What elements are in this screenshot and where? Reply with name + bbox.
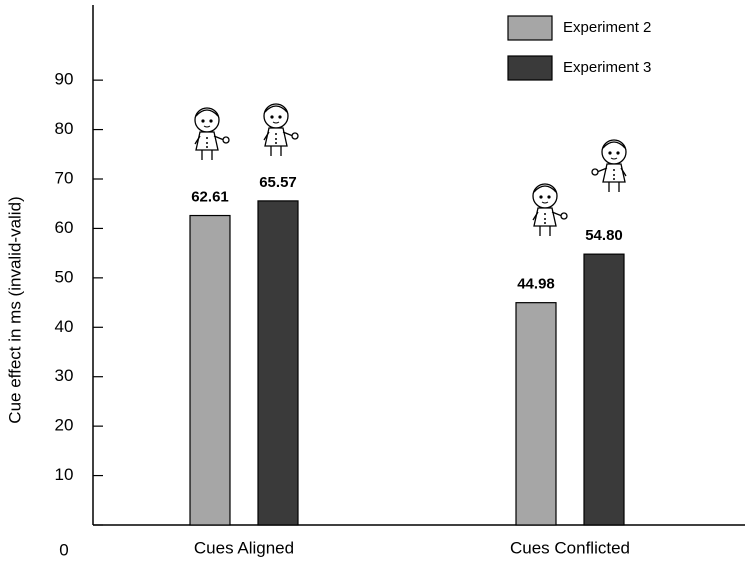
bar [189,214,231,526]
y-tick-label: 40 [55,317,74,336]
bar [583,253,625,526]
legend-swatch [507,55,553,81]
value-label: 44.98 [517,276,555,293]
bar [515,302,557,526]
value-label: 65.57 [259,174,297,191]
value-label: 62.61 [191,188,229,205]
x-tick-label: Cues Conflicted [510,538,630,557]
y-tick-label: 30 [55,366,74,385]
y-tick-label: 90 [55,70,74,89]
y-tick-label: 50 [55,267,74,286]
y-tick-label: 0 [59,540,68,559]
y-tick-label: 60 [55,218,74,237]
y-tick-label: 80 [55,119,74,138]
bar [257,200,299,526]
legend-label: Experiment 2 [563,19,651,36]
y-axis-title: Cue effect in ms (invalid-valid) [5,196,24,423]
y-tick-label: 10 [55,465,74,484]
legend-label: Experiment 3 [563,59,651,76]
legend: Experiment 2 Experiment 3 [507,15,651,81]
y-tick-label: 20 [55,416,74,435]
legend-swatch [507,15,553,41]
x-tick-label: Cues Aligned [194,538,294,557]
value-label: 54.80 [585,227,623,244]
y-tick-label: 70 [55,168,74,187]
